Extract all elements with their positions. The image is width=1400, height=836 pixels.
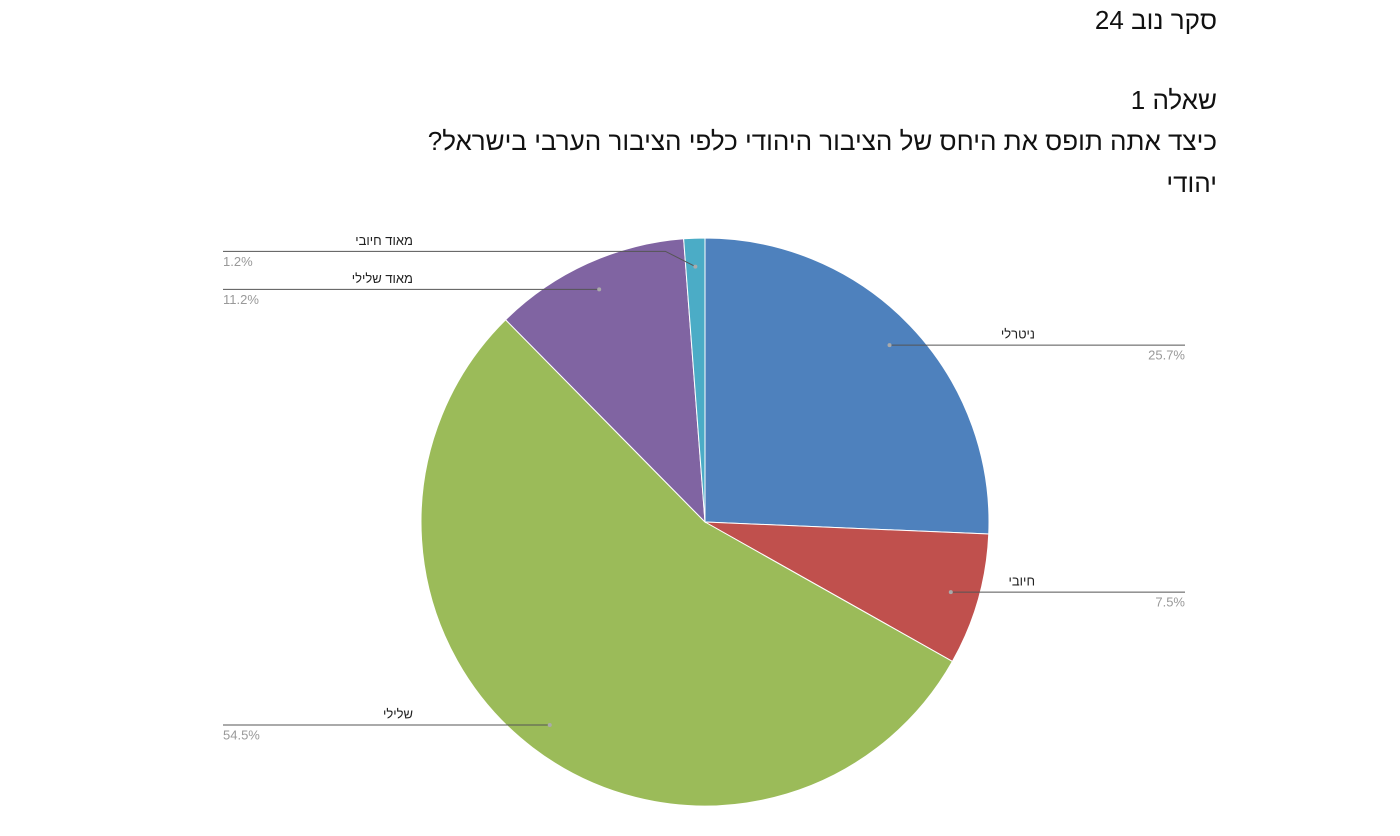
pie-slice	[704, 521, 990, 663]
value-label: 25.7%	[1148, 348, 1185, 363]
leader-dot	[887, 343, 892, 348]
pie-slice	[683, 237, 706, 523]
value-label: 7.5%	[1155, 595, 1185, 610]
pie-slice	[420, 319, 954, 807]
slice-label: חיובי	[1009, 574, 1035, 589]
value-label: 1.2%	[223, 254, 253, 269]
leader-line	[223, 250, 696, 268]
subtitle: שאלה 1	[1131, 85, 1217, 115]
slice-label: ניטרלי	[1001, 327, 1035, 342]
slice-label: שלילי	[383, 706, 413, 721]
chart-title: סקר נוב 24	[1095, 5, 1217, 35]
pie-slice	[504, 238, 706, 524]
subtitle: יהודי	[1166, 168, 1217, 198]
subtitle: כיצד אתה תופס את היחס של הציבור היהודי כ…	[428, 126, 1217, 156]
slice-label: מאוד שלילי	[352, 271, 413, 286]
pie-slice	[704, 237, 990, 535]
leader-dot	[948, 590, 953, 595]
value-label: 54.5%	[223, 727, 260, 742]
leader-dot	[693, 264, 698, 269]
value-label: 11.2%	[223, 292, 259, 307]
leader-dot	[597, 287, 602, 292]
slice-label: מאוד חיובי	[355, 233, 413, 248]
leader-dot	[547, 723, 552, 728]
